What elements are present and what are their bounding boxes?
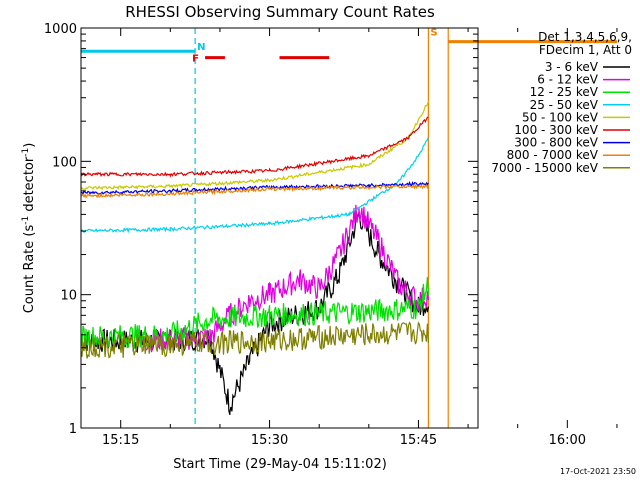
- flag-bars: NF S: [81, 28, 617, 65]
- legend-label: 12 - 25 keV: [530, 85, 599, 99]
- y-tick-label: 100: [52, 155, 77, 170]
- x-tick-label: 15:45: [400, 433, 437, 448]
- flag-label: N: [197, 42, 205, 53]
- legend-label: 800 - 7000 keV: [507, 148, 599, 162]
- series-line: [81, 100, 429, 191]
- series-line: [81, 136, 429, 234]
- flag-label: F: [192, 54, 199, 65]
- legend-label: 300 - 800 keV: [514, 136, 598, 150]
- x-axis-label: Start Time (29-May-04 15:11:02): [173, 457, 387, 472]
- series-lines: [81, 100, 429, 416]
- x-tick-label: 15:15: [102, 433, 139, 448]
- legend-header-line-2: FDecim 1, Att 0: [539, 43, 632, 57]
- series-line: [81, 116, 429, 178]
- legend-header-line-1: Det 1,3,4,5,6,9,: [538, 30, 632, 44]
- x-tick-label: 15:30: [251, 433, 288, 448]
- legend: Det 1,3,4,5,6,9, FDecim 1, Att 0 3 - 6 k…: [491, 30, 632, 175]
- timestamp: 17-Oct-2021 23:50: [560, 467, 636, 476]
- legend-label: 100 - 300 keV: [514, 123, 598, 137]
- series-line: [81, 211, 429, 416]
- legend-label: 7000 - 15000 keV: [491, 161, 598, 175]
- y-axis: 1 10 100 1000: [44, 22, 478, 437]
- legend-label: 50 - 100 keV: [522, 110, 599, 124]
- y-axis-label: Count Rate (s-1 detector-1): [21, 143, 37, 314]
- legend-label: 3 - 6 keV: [545, 60, 599, 74]
- series-line: [81, 321, 429, 359]
- series-line: [81, 180, 429, 196]
- x-tick-label: 16:00: [549, 433, 586, 448]
- flag-label: S: [430, 28, 437, 39]
- chart-title: RHESSI Observing Summary Count Rates: [125, 3, 435, 21]
- y-tick-label: 1000: [44, 22, 77, 37]
- legend-label: 6 - 12 keV: [537, 73, 599, 87]
- series-line: [81, 183, 429, 199]
- series-line: [81, 277, 429, 350]
- legend-label: 25 - 50 keV: [530, 98, 599, 112]
- y-tick-label: 1: [69, 422, 77, 437]
- plot-frame: [80, 27, 479, 429]
- y-tick-label: 10: [60, 289, 77, 304]
